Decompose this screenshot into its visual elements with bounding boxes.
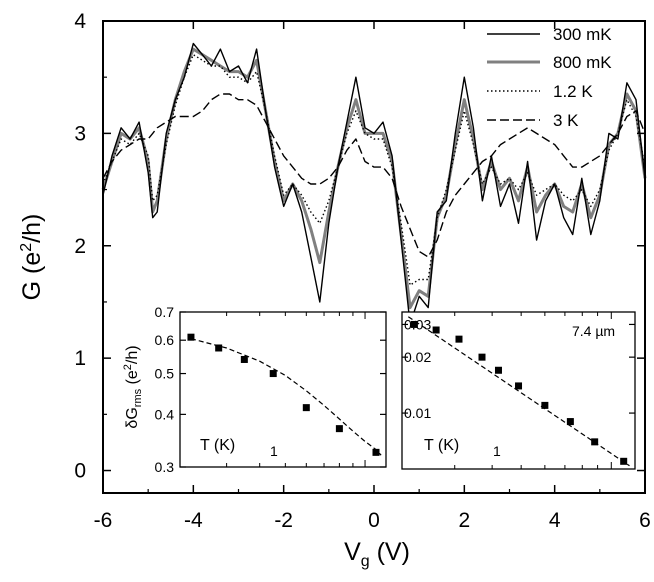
main-chart: -6 -4 -2 0 2 4 6 0 1 2 3 4 Vg (V) G (e2/h) 300 mK 8… — [18, 10, 651, 570]
legend-label-1-2k: 1.2 K — [553, 82, 593, 101]
inset-right-data-point — [591, 438, 599, 446]
inset-left-data-point — [302, 404, 310, 412]
inset-left-x-axis-title: T (K) — [200, 437, 235, 454]
inset-left-chart: 0.3 0.4 0.5 0.6 0.7 δGrms (e2/h) T (K) 1 — [122, 304, 387, 475]
main-x-tick-label: 6 — [639, 509, 651, 532]
legend-label-300mk: 300 mK — [553, 25, 612, 44]
inset-right-data-point — [455, 335, 463, 343]
inset-right-data-point — [432, 326, 440, 334]
inset-left-y-axis-title: δGrms (e2/h) — [122, 345, 144, 428]
inset-right-x-tick-1: 1 — [493, 443, 501, 459]
legend: 300 mK 800 mK 1.2 K 3 K — [487, 25, 612, 130]
series-line-300-mk — [102, 42, 646, 326]
series-line-3-k — [102, 93, 646, 258]
main-x-tick-label: 0 — [368, 509, 380, 532]
inset-left-data-point — [187, 333, 195, 341]
inset-right-data-point — [566, 418, 574, 426]
main-y-tick-label: 1 — [74, 347, 86, 370]
inset-right-chart: 0.01 0.02 0.03 7.4 µm T (K) 1 — [401, 311, 636, 470]
inset-left-y-tick-label: 0.7 — [155, 304, 175, 320]
inset-right-y-tick-label: 0.02 — [404, 349, 431, 365]
legend-label-3k: 3 K — [553, 111, 579, 130]
main-y-tick-label: 2 — [74, 235, 86, 258]
inset-right-x-axis-title: T (K) — [424, 437, 459, 454]
inset-left-data-point — [215, 344, 223, 352]
inset-left-data-point — [335, 425, 343, 433]
main-x-tick-label: -6 — [94, 509, 113, 532]
inset-right-data-point — [410, 320, 418, 328]
main-x-tick-label: 4 — [549, 509, 561, 532]
inset-right-content: 0.01 0.02 0.03 — [401, 312, 635, 469]
inset-left-y-tick-label: 0.6 — [155, 332, 175, 348]
main-x-tick-label: -2 — [274, 509, 293, 532]
inset-right-fit-line — [407, 316, 630, 467]
inset-right-data-point — [515, 382, 523, 390]
inset-left-data-point — [269, 370, 277, 378]
inset-right-annotation: 7.4 µm — [572, 323, 615, 339]
main-y-tick-label: 3 — [74, 122, 86, 145]
main-x-axis-title: Vg (V) — [344, 538, 410, 570]
inset-left-data-point — [240, 355, 248, 363]
inset-right-data-point — [620, 457, 628, 465]
inset-right-data-point — [541, 401, 549, 409]
main-axis-ticks: -6 -4 -2 0 2 4 6 0 1 2 3 4 — [74, 10, 651, 532]
inset-left-y-tick-label: 0.4 — [155, 406, 175, 422]
main-y-axis-title: G (e2/h) — [18, 214, 46, 301]
main-x-tick-label: 2 — [458, 509, 470, 532]
inset-left-frame — [179, 311, 387, 468]
main-series-lines — [101, 42, 647, 326]
legend-label-800mk: 800 mK — [553, 53, 612, 72]
inset-left-y-tick-label: 0.5 — [155, 366, 175, 382]
inset-left-data-point — [372, 448, 380, 456]
inset-right-y-tick-label: 0.03 — [404, 316, 431, 332]
main-y-tick-label: 0 — [74, 460, 86, 483]
inset-right-data-point — [494, 366, 502, 374]
series-line-1-2-k — [102, 54, 646, 286]
main-y-tick-label: 4 — [74, 10, 86, 33]
inset-right-data-point — [478, 353, 486, 361]
inset-left-fit-line — [190, 338, 382, 456]
inset-left-content: 0.3 0.4 0.5 0.6 0.7 — [155, 304, 386, 475]
main-x-tick-label: -4 — [184, 509, 203, 532]
inset-left-x-tick-1: 1 — [270, 443, 278, 459]
inset-right-y-tick-label: 0.01 — [404, 405, 431, 421]
inset-left-y-tick-label: 0.3 — [155, 459, 175, 475]
